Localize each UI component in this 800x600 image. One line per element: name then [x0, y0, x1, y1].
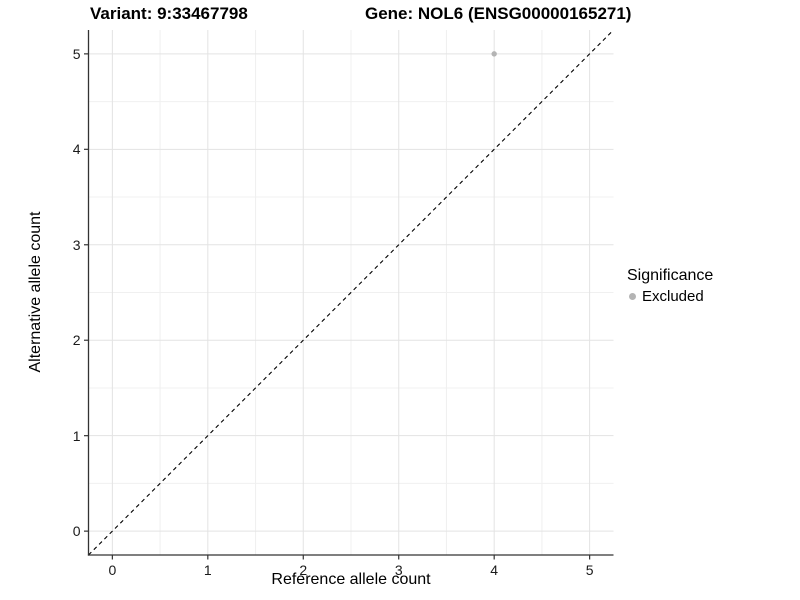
y-tick-label: 0: [72, 523, 81, 540]
y-tick-label: 2: [72, 332, 81, 349]
x-tick-label: 3: [394, 562, 403, 578]
legend-entry-label: Excluded: [642, 288, 704, 305]
plot-title-gene: Gene: NOL6 (ENSG00000165271): [365, 4, 632, 23]
x-axis-label: Reference allele count: [271, 571, 431, 588]
y-tick-label: 4: [72, 141, 81, 158]
x-tick-label: 2: [299, 562, 308, 578]
legend-point-icon: [629, 293, 636, 300]
legend-entry-excluded: Excluded: [627, 288, 713, 305]
x-tick-label: 0: [108, 562, 117, 578]
x-tick-label: 1: [203, 562, 212, 578]
data-point: [491, 51, 497, 57]
legend: Significance Excluded: [627, 267, 713, 305]
plot-title-variant: Variant: 9:33467798: [90, 4, 248, 23]
y-tick-label: 5: [72, 45, 81, 62]
x-tick-label: 5: [585, 562, 594, 578]
legend-title: Significance: [627, 267, 714, 284]
y-tick-label: 1: [72, 427, 81, 444]
identity-reference-line: [88, 29, 614, 556]
y-tick-label: 3: [72, 236, 81, 253]
x-tick-label: 4: [490, 562, 499, 578]
